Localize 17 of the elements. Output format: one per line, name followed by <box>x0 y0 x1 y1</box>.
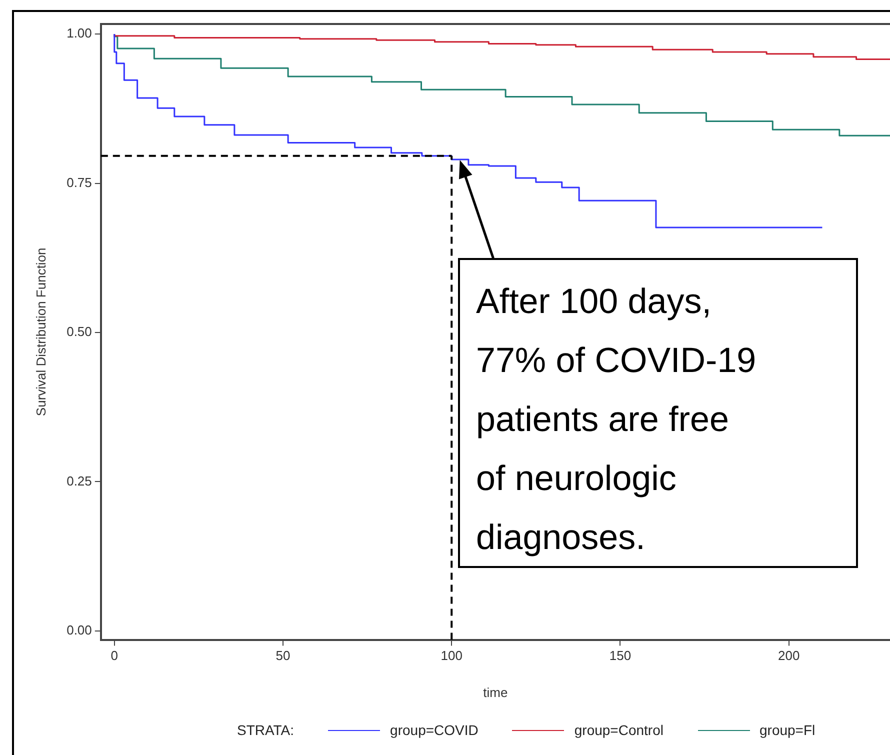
x-tick-label: 100 <box>440 648 462 664</box>
legend-label: group=Control <box>574 722 664 738</box>
legend-label: group=COVID <box>390 722 478 738</box>
legend-title: STRATA: <box>237 722 294 738</box>
x-tick-label: 150 <box>609 648 632 664</box>
y-tick-label: 0.25 <box>66 473 92 488</box>
y-tick-label: 1.00 <box>66 26 92 41</box>
x-axis-title: time <box>483 684 508 700</box>
legend-label: group=Fl <box>760 722 816 738</box>
x-tick-label: 50 <box>276 648 290 664</box>
annotation: After 100 days, 77% of COVID-19 patients are free of neurologic diagnoses. <box>475 281 758 559</box>
x-tick-label: 0 <box>110 648 118 664</box>
x-tick-label: 200 <box>778 648 800 664</box>
y-axis-title: Survival Distribution Function <box>33 248 48 416</box>
y-tick-label: 0.50 <box>66 324 92 340</box>
y-tick-label: 0.00 <box>66 622 92 638</box>
y-tick-label: 0.75 <box>66 174 92 190</box>
